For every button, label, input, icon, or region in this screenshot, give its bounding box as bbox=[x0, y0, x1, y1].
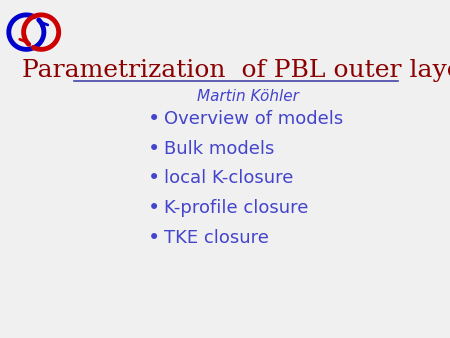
Text: Overview of models: Overview of models bbox=[164, 110, 344, 128]
Text: Bulk models: Bulk models bbox=[164, 140, 275, 158]
Text: •: • bbox=[148, 198, 160, 218]
Text: Martin Köhler: Martin Köhler bbox=[197, 89, 299, 104]
Text: •: • bbox=[148, 169, 160, 189]
Text: local K-closure: local K-closure bbox=[164, 169, 294, 188]
Text: TKE closure: TKE closure bbox=[164, 230, 269, 247]
Text: K-profile closure: K-profile closure bbox=[164, 199, 309, 217]
Text: •: • bbox=[148, 228, 160, 248]
Text: Parametrization  of PBL outer layer: Parametrization of PBL outer layer bbox=[22, 59, 450, 82]
Text: •: • bbox=[148, 108, 160, 129]
Text: •: • bbox=[148, 139, 160, 159]
